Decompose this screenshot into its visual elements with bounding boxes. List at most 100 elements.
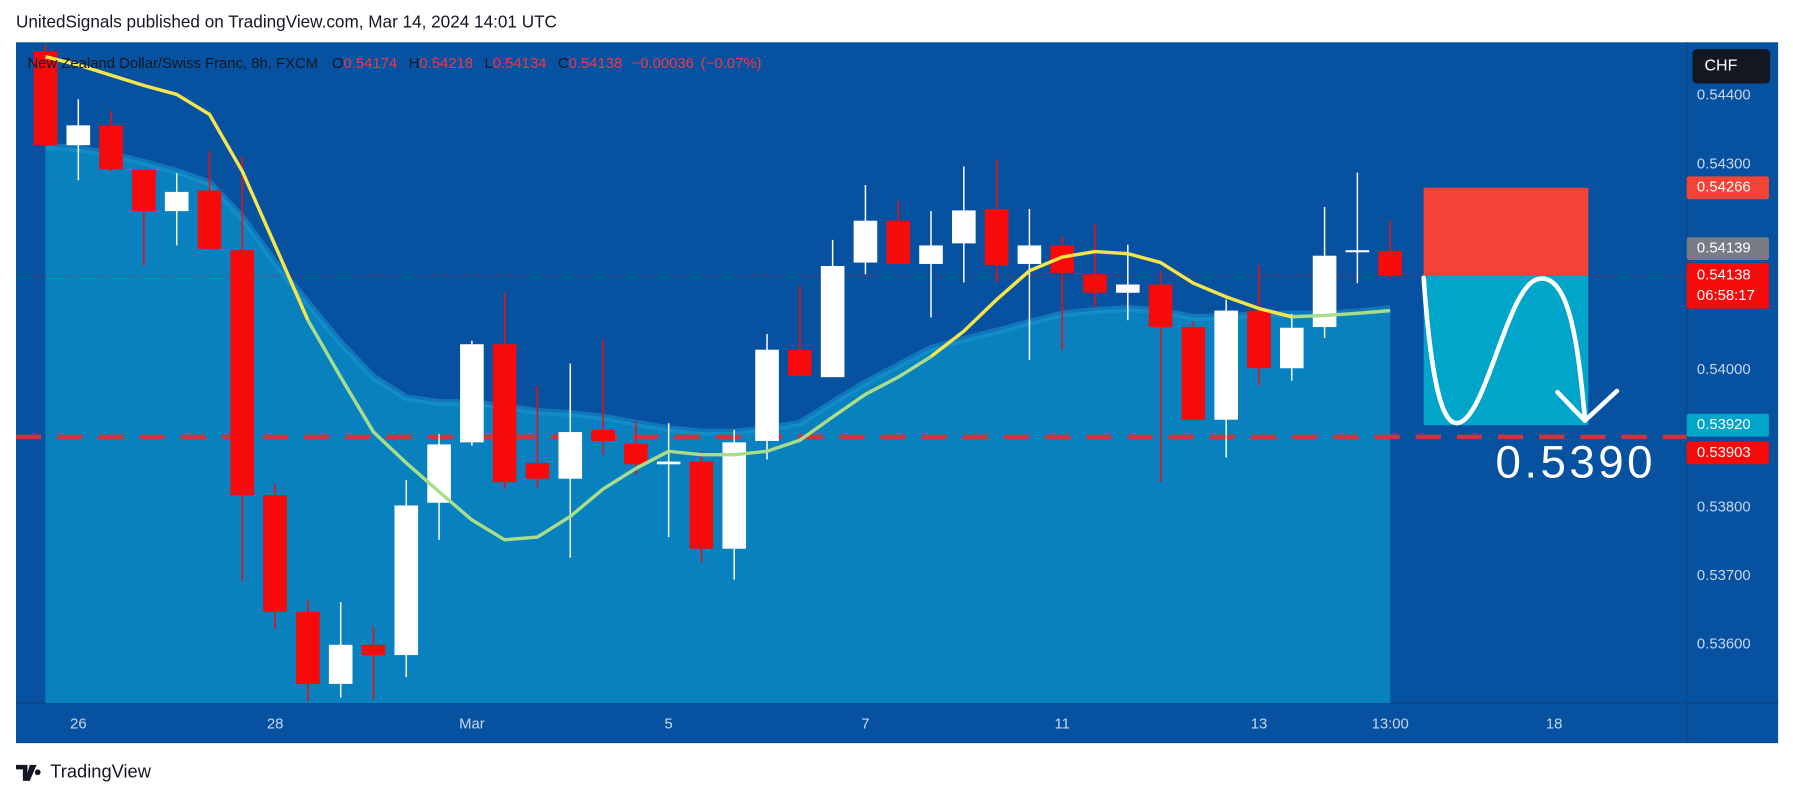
candle-body [492, 344, 517, 483]
candle-body [1148, 284, 1173, 328]
brand-name: TradingView [50, 761, 151, 782]
candle-body [33, 51, 58, 146]
candle-body [919, 245, 943, 264]
ma-line [45, 55, 310, 321]
level-price-tag [1686, 441, 1769, 465]
candle-body [197, 190, 222, 249]
levels-layer [16, 275, 1687, 440]
x-tick-label: 26 [70, 717, 87, 733]
currency-label[interactable]: CHF [1705, 58, 1738, 75]
symbol-title: New Zealand Dollar/Swiss Franc, 8h, FXCM [27, 56, 318, 72]
candle-body [558, 432, 583, 479]
candle-body [689, 461, 714, 549]
x-tick-label: 13 [1251, 717, 1268, 733]
candle-body [1345, 250, 1370, 253]
position-layer [1423, 187, 1589, 426]
x-tick-label: 28 [267, 717, 284, 733]
currency-button[interactable] [1692, 49, 1771, 84]
y-tick-label: 0.54400 [1697, 88, 1751, 104]
candle-body [132, 169, 156, 212]
candle-body [1083, 274, 1107, 293]
candle-body [1017, 245, 1042, 264]
ask-price: 0.54139 [1697, 241, 1751, 257]
candle-body [394, 505, 419, 656]
ohlc-value: 0.54174 [343, 56, 397, 72]
candle-body [984, 209, 1009, 266]
stop-zone [1423, 187, 1589, 276]
candle-body [820, 266, 845, 378]
candle-body [525, 462, 550, 479]
publish-header: UnitedSignals published on TradingView.c… [16, 11, 557, 31]
legend: New Zealand Dollar/Swiss Franc, 8h, FXCM… [27, 56, 761, 72]
candle-body [296, 611, 320, 684]
drawn-curve [1421, 275, 1588, 426]
candle-body [1050, 245, 1075, 273]
last-price: 0.54138 [1697, 268, 1751, 284]
candle-body [853, 220, 878, 263]
candle-body [361, 644, 386, 656]
candle-body [1214, 310, 1239, 420]
x-tick-label: Mar [459, 717, 485, 733]
bar-countdown: 06:58:17 [1697, 288, 1755, 304]
candle-body [66, 125, 91, 146]
candle-body [755, 349, 779, 441]
ohlc-letter: H [409, 56, 420, 72]
candle-body [591, 430, 615, 441]
candle-body [624, 443, 648, 465]
candle-body [788, 349, 812, 376]
target-annotation: 0.5390 [1496, 436, 1656, 487]
candle-body [263, 495, 287, 612]
candle-body [1247, 310, 1271, 369]
ohlc-value: 0.54138 [569, 56, 623, 72]
ma-line [306, 319, 932, 542]
candle-body [1312, 255, 1337, 328]
lines-layer [45, 55, 1391, 542]
candle-body [99, 125, 123, 170]
x-tick-label: 7 [861, 717, 869, 733]
ma-line [1291, 308, 1391, 319]
x-tick-label: 11 [1054, 717, 1069, 733]
candle-body [1181, 327, 1206, 420]
stop-price: 0.54266 [1697, 180, 1751, 196]
candle-body [164, 191, 189, 212]
ma-area [45, 145, 1391, 704]
x-tick-label: 18 [1546, 717, 1563, 733]
ohlc-value: 0.54218 [419, 56, 473, 72]
y-tick-label: 0.53800 [1697, 499, 1751, 515]
candle-body [952, 210, 976, 244]
y-tick-label: 0.53600 [1697, 637, 1751, 653]
candle-body [1378, 250, 1402, 276]
level-price: 0.53903 [1697, 445, 1751, 461]
y-tick-label: 0.53700 [1697, 568, 1751, 584]
x-tick-label: 5 [665, 717, 673, 733]
stop-price-tag [1686, 176, 1769, 200]
candles-layer [33, 44, 1402, 702]
x-tick-label: 13:00 [1372, 717, 1409, 733]
target-price-tag [1686, 413, 1769, 437]
axis-layer: 0.54400 0.54300 0.54000 0.53800 0.53700 0.536… [70, 88, 1769, 733]
ohlc-letter: L [484, 56, 492, 72]
candle-body [722, 442, 747, 549]
candle-body [460, 344, 484, 443]
target-zone [1423, 275, 1589, 426]
candle-body [328, 644, 353, 684]
change: −0.00036 [632, 56, 694, 72]
candle-body [230, 250, 255, 496]
candle-body [886, 220, 911, 264]
ohlc-letter: O [332, 56, 344, 72]
ma-line [929, 249, 1293, 358]
ohlc-letter: C [558, 56, 569, 72]
candle-body [1115, 284, 1140, 293]
y-tick-label: 0.54300 [1697, 156, 1751, 172]
brand-logo [16, 764, 41, 781]
candle-body [656, 461, 681, 465]
last-price-tag [1686, 263, 1769, 309]
y-tick-label: 0.54000 [1697, 362, 1751, 378]
ohlc-value: 0.54134 [493, 56, 547, 72]
ask-price-tag [1686, 237, 1769, 261]
change-percent: (−0.07%) [701, 56, 762, 72]
candle-body [1279, 327, 1304, 369]
target-price: 0.53920 [1697, 417, 1751, 433]
